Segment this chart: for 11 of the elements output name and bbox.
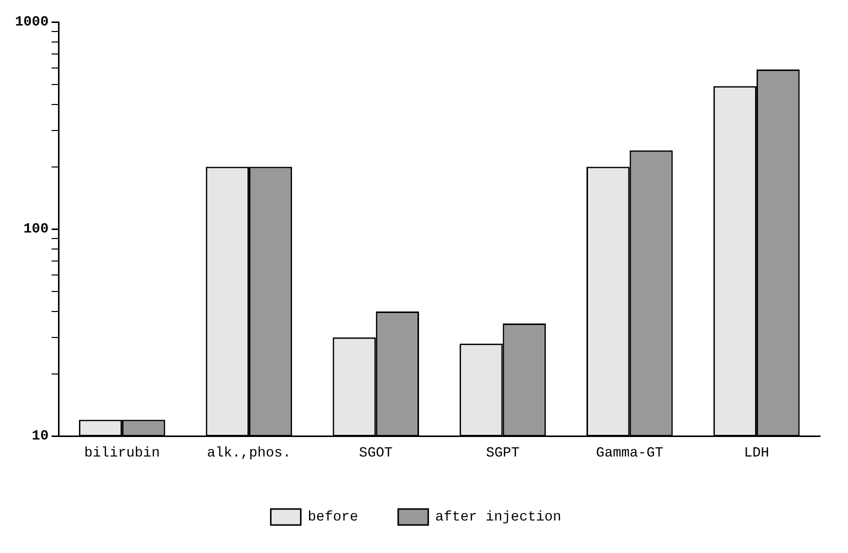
y-tick-label: 100: [23, 222, 49, 238]
y-tick-label: 10: [32, 428, 49, 445]
x-tick-label: Gamma-GT: [596, 445, 664, 462]
x-tick-label: alk.,phos.: [206, 445, 291, 462]
y-tick-label: 1000: [14, 14, 49, 31]
x-tick-label: LDH: [744, 445, 770, 462]
x-tick-label: SGOT: [359, 445, 393, 462]
legend-label: before: [308, 510, 358, 526]
legend-label: after injection: [435, 510, 562, 526]
x-tick-label: bilirubin: [84, 445, 160, 462]
x-tick-label: SGPT: [486, 445, 520, 462]
